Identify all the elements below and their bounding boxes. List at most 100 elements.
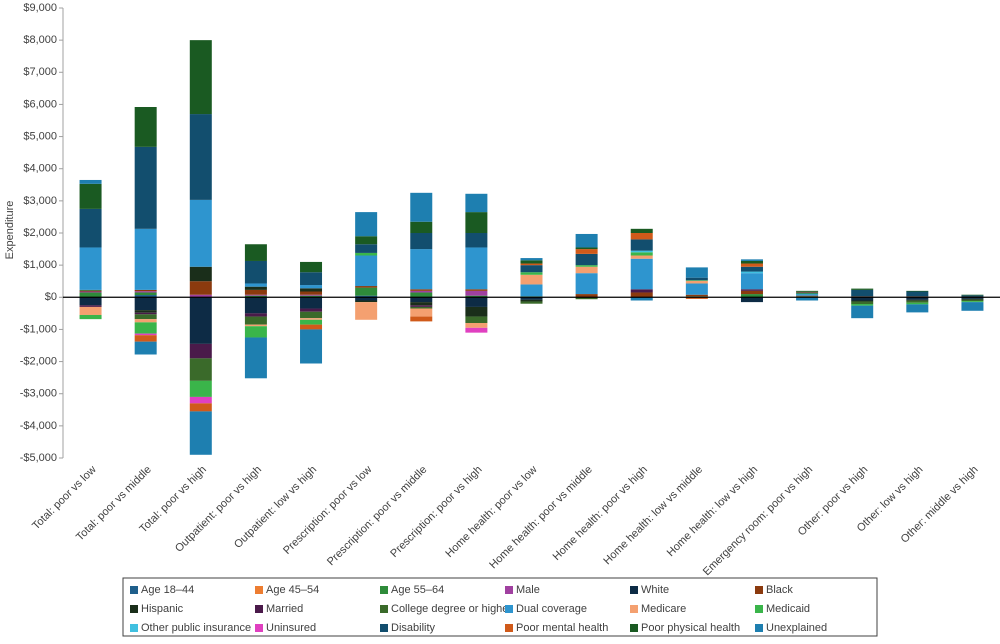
bar-segment (355, 297, 378, 301)
bar-segment (189, 114, 212, 200)
legend-swatch (505, 605, 513, 613)
legend-label: Age 18–44 (141, 584, 194, 596)
bar-segment (79, 179, 102, 184)
bar-segment (740, 259, 763, 261)
legend-label: Uninsured (266, 622, 316, 634)
bar-segment (189, 297, 212, 344)
bar-segment (79, 183, 102, 209)
bar-segment (520, 284, 543, 297)
bar-segment (685, 267, 708, 278)
bar-segment (520, 301, 543, 304)
x-tick-label: Home health: low vs high (665, 464, 760, 559)
bar-segment (355, 252, 378, 256)
bar-segment (244, 297, 267, 314)
bar-segment (410, 316, 433, 322)
legend-swatch (255, 624, 263, 632)
bar-segment (961, 294, 984, 296)
x-tick-label: Home health: poor vs middle (487, 464, 594, 571)
bar-segment (410, 249, 433, 290)
bar-segment (189, 294, 212, 298)
legend-label: Black (766, 584, 793, 596)
bar-segment (79, 314, 102, 320)
legend-label: College degree or higher (391, 603, 512, 615)
legend-swatch (255, 586, 263, 594)
bar-segment (851, 289, 874, 297)
bar-segment (520, 258, 543, 261)
bar-segment (134, 295, 157, 298)
bar-segment (575, 266, 598, 274)
bar-segment (300, 297, 323, 309)
y-tick-label: -$5,000 (20, 452, 57, 464)
bar-segment (410, 233, 433, 250)
bar-segment (410, 297, 433, 303)
bar-segment (244, 295, 267, 298)
bar-segment (685, 277, 708, 281)
bar-segment (685, 297, 708, 299)
bar-segment (520, 272, 543, 275)
bar-segment (189, 411, 212, 455)
bar-segment (961, 302, 984, 311)
bar-segment (300, 291, 323, 295)
bar-segment (134, 291, 157, 293)
bar-segment (520, 265, 543, 273)
bar-segment (961, 297, 984, 299)
bar-segment (300, 318, 323, 320)
bar-segment (906, 291, 929, 297)
bar-segment (740, 263, 763, 267)
bar-segment (740, 289, 763, 291)
bar-segment (410, 289, 433, 291)
bar-segment (79, 305, 102, 307)
bar-segment (300, 324, 323, 330)
bar-segment (134, 107, 157, 147)
legend-swatch (380, 624, 388, 632)
bar-segment (79, 290, 102, 292)
bar-segment (851, 304, 874, 306)
bar-segment (520, 263, 543, 266)
bar-segment (796, 297, 819, 301)
y-tick-label: $3,000 (23, 195, 57, 207)
bar-segment (300, 285, 323, 289)
bar-segment (630, 239, 653, 251)
legend-swatch (755, 605, 763, 613)
bar-segment (244, 324, 267, 327)
legend-label: Age 55–64 (391, 584, 444, 596)
legend-label: Poor mental health (516, 622, 608, 634)
bar-segment (79, 292, 102, 298)
bar-segment (189, 380, 212, 397)
bar-segment (410, 192, 433, 222)
bar-segment (355, 244, 378, 253)
bar-segment (300, 329, 323, 364)
bar-segment (189, 396, 212, 404)
bar-segment (134, 292, 157, 296)
bar-segment (355, 295, 378, 298)
bar-segment (355, 236, 378, 245)
bar-segment (410, 305, 433, 307)
bar-segment (355, 286, 378, 288)
x-tick-label: Prescription: poor vs middle (325, 464, 429, 568)
legend-swatch (380, 605, 388, 613)
bar-segment (465, 316, 488, 323)
bar-segment (630, 252, 653, 256)
bar-segment (189, 266, 212, 282)
bar-segment (961, 301, 984, 303)
bar-segment (630, 228, 653, 233)
bar-segment (740, 297, 763, 303)
bar-segment (79, 306, 102, 315)
bar-segment (300, 295, 323, 298)
bar-segment (851, 305, 874, 319)
legend-label: Male (516, 584, 540, 596)
y-tick-label: $8,000 (23, 34, 57, 46)
legend-swatch (755, 624, 763, 632)
x-tick-label: Prescription: poor vs high (388, 464, 484, 560)
bar-segment (575, 294, 598, 298)
bar-segment (244, 260, 267, 284)
y-tick-label: $2,000 (23, 227, 57, 239)
bar-segment (740, 294, 763, 298)
bar-segment (740, 260, 763, 264)
bar-segment (410, 292, 433, 298)
bar-segment (740, 273, 763, 290)
y-axis-label: Expenditure (4, 201, 16, 260)
bar-segment (685, 280, 708, 284)
bar-segment (465, 306, 488, 317)
